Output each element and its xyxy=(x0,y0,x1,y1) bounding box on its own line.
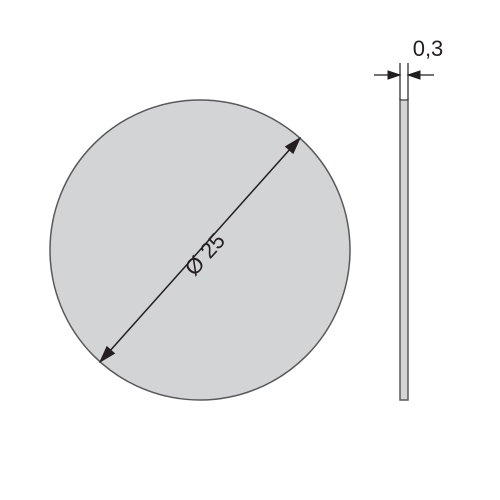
technical-drawing: Ø 250,3 xyxy=(0,0,500,500)
thickness-label: 0,3 xyxy=(413,36,444,61)
disc-side-view xyxy=(400,100,408,400)
